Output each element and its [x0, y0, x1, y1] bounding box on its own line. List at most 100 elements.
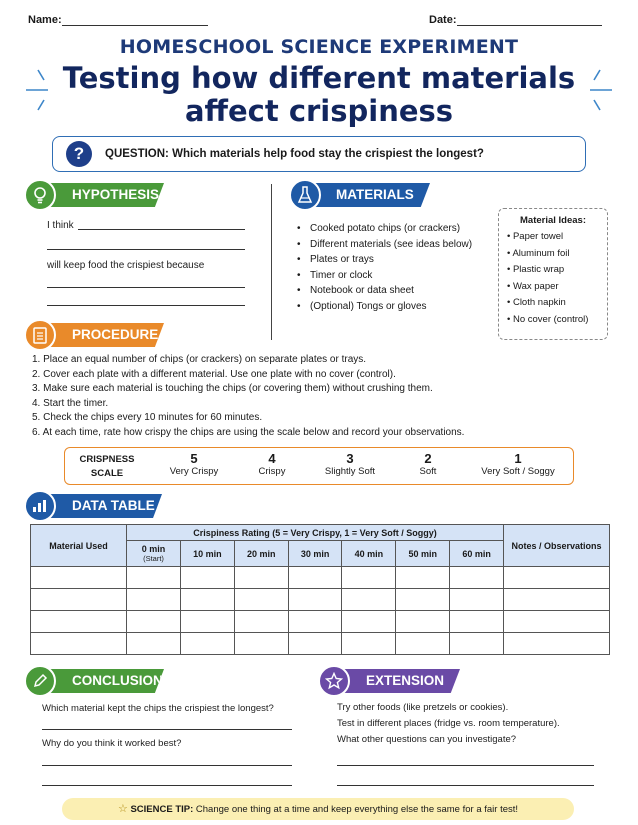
col-20-min: 20 min	[233, 540, 289, 567]
conclusion-answer-1[interactable]	[42, 729, 292, 730]
procedure-step: 2. Cover each plate with a different mat…	[32, 368, 396, 380]
scale-number: 5	[190, 451, 198, 466]
col-notes: Notes / Observations	[503, 524, 610, 567]
lightbulb-icon	[24, 179, 56, 211]
col-0-min: 0 min (Start)	[126, 540, 181, 567]
hypothesis-blank-2[interactable]	[47, 249, 245, 250]
hypothesis-blank-1[interactable]	[78, 229, 245, 230]
table-row	[30, 566, 610, 589]
scale-label: Soft	[419, 466, 437, 477]
pencil-icon	[24, 665, 56, 697]
procedure-steps: 1. Place an equal number of chips (or cr…	[32, 353, 612, 440]
page-title-line1: Testing how different materials	[62, 61, 576, 95]
decorative-lines-right	[590, 69, 612, 111]
table-cell[interactable]	[126, 610, 181, 633]
table-cell[interactable]	[30, 632, 127, 655]
scale-label: Slightly Soft	[324, 466, 376, 477]
table-cell[interactable]	[180, 610, 235, 633]
scale-level-1: 1 Very Soft / Soggy	[470, 451, 566, 477]
extension-answer-1[interactable]	[337, 765, 594, 766]
material-ideas-heading: Material Ideas:	[520, 215, 586, 226]
conclusion-question-2: Why do you think it worked best?	[42, 738, 182, 749]
table-cell[interactable]	[341, 632, 397, 655]
table-cell[interactable]	[30, 588, 127, 611]
extension-heading: EXTENSION	[366, 673, 445, 688]
table-cell[interactable]	[233, 588, 289, 611]
extension-item: What other questions can you investigate…	[337, 734, 517, 745]
table-cell[interactable]	[287, 566, 343, 589]
table-cell[interactable]	[287, 632, 343, 655]
question-text: QUESTION: Which materials help food stay…	[105, 148, 484, 160]
material-idea: • Cloth napkin	[507, 297, 566, 308]
table-cell[interactable]	[341, 610, 397, 633]
procedure-step: 6. At each time, rate how crispy the chi…	[32, 426, 465, 438]
materials-list: Cooked potato chips (or crackers) Differ…	[296, 221, 472, 314]
material-idea: • Wax paper	[507, 280, 559, 292]
tip-label: SCIENCE TIP:	[130, 804, 194, 815]
table-cell[interactable]	[341, 566, 397, 589]
hypothesis-blank-3[interactable]	[47, 287, 245, 288]
materials-heading: MATERIALS	[336, 187, 414, 202]
table-cell[interactable]	[449, 632, 504, 655]
table-cell[interactable]	[503, 610, 610, 633]
conclusion-heading: CONCLUSION	[72, 673, 163, 688]
scale-number: 2	[424, 451, 432, 466]
col-10-min: 10 min	[180, 540, 235, 567]
table-cell[interactable]	[180, 632, 235, 655]
table-cell[interactable]	[395, 588, 451, 611]
table-cell[interactable]	[126, 588, 181, 611]
table-cell[interactable]	[180, 566, 235, 589]
table-cell[interactable]	[395, 632, 451, 655]
table-cell[interactable]	[180, 588, 235, 611]
table-row	[30, 588, 610, 611]
table-cell[interactable]	[287, 610, 343, 633]
material-idea: • Aluminum foil	[507, 247, 570, 259]
table-cell[interactable]	[449, 610, 504, 633]
tip-star-icon: ☆	[117, 803, 128, 815]
scale-label-1: CRISPNESS	[79, 454, 135, 465]
extension-answer-2[interactable]	[337, 785, 594, 786]
material-idea: • Plastic wrap	[507, 264, 565, 275]
materials-item: (Optional) Tongs or gloves	[296, 299, 472, 315]
science-tip: ☆ SCIENCE TIP: Change one thing at a tim…	[62, 798, 574, 820]
col-60-min: 60 min	[449, 540, 504, 567]
table-cell[interactable]	[341, 588, 397, 611]
procedure-step: 4. Start the timer.	[32, 397, 109, 409]
extension-item: Test in different places (fridge vs. roo…	[337, 718, 560, 729]
table-cell[interactable]	[503, 632, 610, 655]
table-cell[interactable]	[449, 588, 504, 611]
table-cell[interactable]	[395, 610, 451, 633]
conclusion-answer-3[interactable]	[42, 785, 292, 786]
scale-label: Very Soft / Soggy	[481, 466, 555, 477]
conclusion-answer-2[interactable]	[42, 765, 292, 766]
question-icon: ?	[66, 141, 92, 167]
hypothesis-blank-4[interactable]	[47, 305, 245, 306]
table-cell[interactable]	[503, 566, 610, 589]
table-cell[interactable]	[233, 566, 289, 589]
conclusion-question-1: Which material kept the chips the crispi…	[42, 703, 274, 714]
date-field[interactable]	[457, 25, 602, 26]
page-kicker: HOMESCHOOL SCIENCE EXPERIMENT	[119, 36, 519, 58]
table-cell[interactable]	[233, 610, 289, 633]
table-cell[interactable]	[503, 588, 610, 611]
name-label: Name:	[28, 14, 62, 26]
table-cell[interactable]	[30, 610, 127, 633]
table-cell[interactable]	[126, 632, 181, 655]
scale-label-2: SCALE	[90, 468, 124, 479]
table-cell[interactable]	[449, 566, 504, 589]
table-row	[30, 632, 610, 655]
column-divider	[271, 184, 272, 340]
procedure-banner: PROCEDURE	[34, 323, 164, 347]
conclusion-banner: CONCLUSION	[34, 669, 164, 693]
table-cell[interactable]	[30, 566, 127, 589]
hypothesis-line2-label: will keep food the crispiest because	[47, 260, 205, 271]
table-cell[interactable]	[233, 632, 289, 655]
flask-icon	[289, 179, 321, 211]
name-field[interactable]	[62, 25, 208, 26]
table-cell[interactable]	[287, 588, 343, 611]
col-40-min: 40 min	[341, 540, 397, 567]
scale-title: CRISPNESS SCALE	[72, 453, 142, 481]
table-cell[interactable]	[126, 566, 181, 589]
table-cell[interactable]	[395, 566, 451, 589]
scale-label: Crispy	[258, 466, 286, 477]
